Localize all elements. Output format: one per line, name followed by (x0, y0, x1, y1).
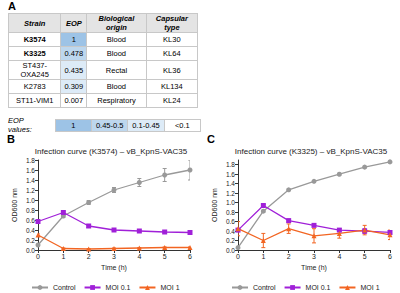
svg-text:0.0: 0.0 (26, 247, 35, 254)
html-text:Rectal: Rectal (105, 65, 128, 75)
svg-text:MOI 0.1: MOI 0.1 (306, 284, 331, 291)
html-text:EOP: EOP (65, 18, 82, 28)
svg-text:1.0: 1.0 (26, 197, 35, 204)
svg-text:0.4: 0.4 (26, 227, 35, 234)
svg-text:1.8: 1.8 (226, 161, 235, 168)
html-text:1: 1 (71, 35, 76, 44)
html-text:KL30: KL30 (163, 35, 181, 44)
svg-text:0: 0 (236, 253, 240, 260)
svg-text:2: 2 (287, 253, 291, 260)
svg-text:0.0: 0.0 (226, 247, 235, 254)
html-text:KL24: KL24 (163, 96, 181, 105)
html-text:0.007: 0.007 (64, 96, 84, 105)
svg-text:1: 1 (61, 253, 65, 260)
svg-text:1: 1 (261, 253, 265, 260)
svg-text:1.8: 1.8 (26, 157, 35, 164)
svg-text:5: 5 (363, 253, 367, 260)
html-text:Blood: Blood (106, 35, 126, 44)
html-text:Strain: Strain (24, 18, 46, 28)
html-text:0.1-0.45: 0.1-0.45 (132, 120, 160, 130)
svg-text:1.4: 1.4 (26, 177, 35, 184)
html-text:K3325: K3325 (23, 49, 46, 58)
html-text:K2783: K2783 (23, 82, 46, 91)
svg-text:1.4: 1.4 (226, 180, 235, 187)
svg-text:0.2: 0.2 (26, 237, 35, 244)
html-text:ST11-VIM1: ST11-VIM1 (16, 96, 54, 105)
svg-text:MOI 1: MOI 1 (360, 284, 379, 291)
svg-text:1.6: 1.6 (226, 171, 235, 178)
svg-text:Time (h): Time (h) (101, 264, 127, 272)
svg-text:Control: Control (53, 284, 76, 291)
svg-text:2: 2 (87, 253, 91, 260)
svg-text:MOI 1: MOI 1 (160, 284, 179, 291)
svg-text:3: 3 (312, 253, 316, 260)
svg-text:0.4: 0.4 (226, 228, 235, 235)
svg-text:3: 3 (112, 253, 116, 260)
svg-text:0: 0 (36, 253, 40, 260)
svg-text:0.6: 0.6 (226, 218, 235, 225)
svg-text:C: C (207, 133, 215, 145)
svg-text:5: 5 (163, 253, 167, 260)
html-text:0.478: 0.478 (64, 49, 84, 58)
svg-text:MOI 0.1: MOI 0.1 (106, 284, 131, 291)
html-text:Blood: Blood (106, 82, 126, 91)
svg-text:0.8: 0.8 (226, 209, 235, 216)
svg-text:4: 4 (337, 253, 341, 260)
html-text:KL36: KL36 (163, 65, 181, 75)
svg-text:OD600 nm: OD600 nm (211, 188, 218, 222)
html-text:0.309: 0.309 (64, 82, 84, 91)
html-text:KL134: KL134 (161, 82, 183, 91)
html-text:0.45-0.5: 0.45-0.5 (95, 120, 124, 130)
svg-text:1.2: 1.2 (226, 190, 235, 197)
svg-text:Infection curve (K3574) – vB_K: Infection curve (K3574) – vB_KpnS-VAC35 (35, 147, 188, 156)
svg-text:6: 6 (388, 253, 392, 260)
svg-text:1.0: 1.0 (226, 199, 235, 206)
svg-text:0.8: 0.8 (26, 207, 35, 214)
html-text:0.435: 0.435 (64, 65, 84, 75)
svg-text:0.2: 0.2 (226, 237, 235, 244)
html-text:Biological origin: Biological origin (98, 14, 135, 32)
svg-text:1.2: 1.2 (26, 187, 35, 194)
html-text:Blood: Blood (106, 49, 126, 58)
html-text:<0.1: <0.1 (174, 120, 190, 130)
svg-text:4: 4 (137, 253, 141, 260)
html-text:Capsular type: Capsular type (155, 14, 188, 32)
svg-text:1.6: 1.6 (26, 167, 35, 174)
svg-text:Time (h): Time (h) (301, 264, 327, 272)
html-text:A: A (8, 0, 16, 12)
html-text:1: 1 (71, 120, 76, 130)
html-text:ST437-OXA245: ST437-OXA245 (20, 61, 49, 79)
svg-text:B: B (7, 133, 15, 145)
svg-text:OD600 nm: OD600 nm (11, 188, 18, 222)
html-text:K3574: K3574 (23, 35, 46, 44)
svg-text:Infection curve (K3325) – vB_K: Infection curve (K3325) – vB_KpnS-VAC35 (235, 147, 388, 156)
html-text:Respiratory: Respiratory (97, 96, 136, 105)
html-text:KL64: KL64 (163, 49, 181, 58)
svg-text:Control: Control (253, 284, 276, 291)
svg-text:0.6: 0.6 (26, 217, 35, 224)
svg-text:6: 6 (188, 253, 192, 260)
html-text:EOP values:: EOP values: (8, 116, 32, 134)
